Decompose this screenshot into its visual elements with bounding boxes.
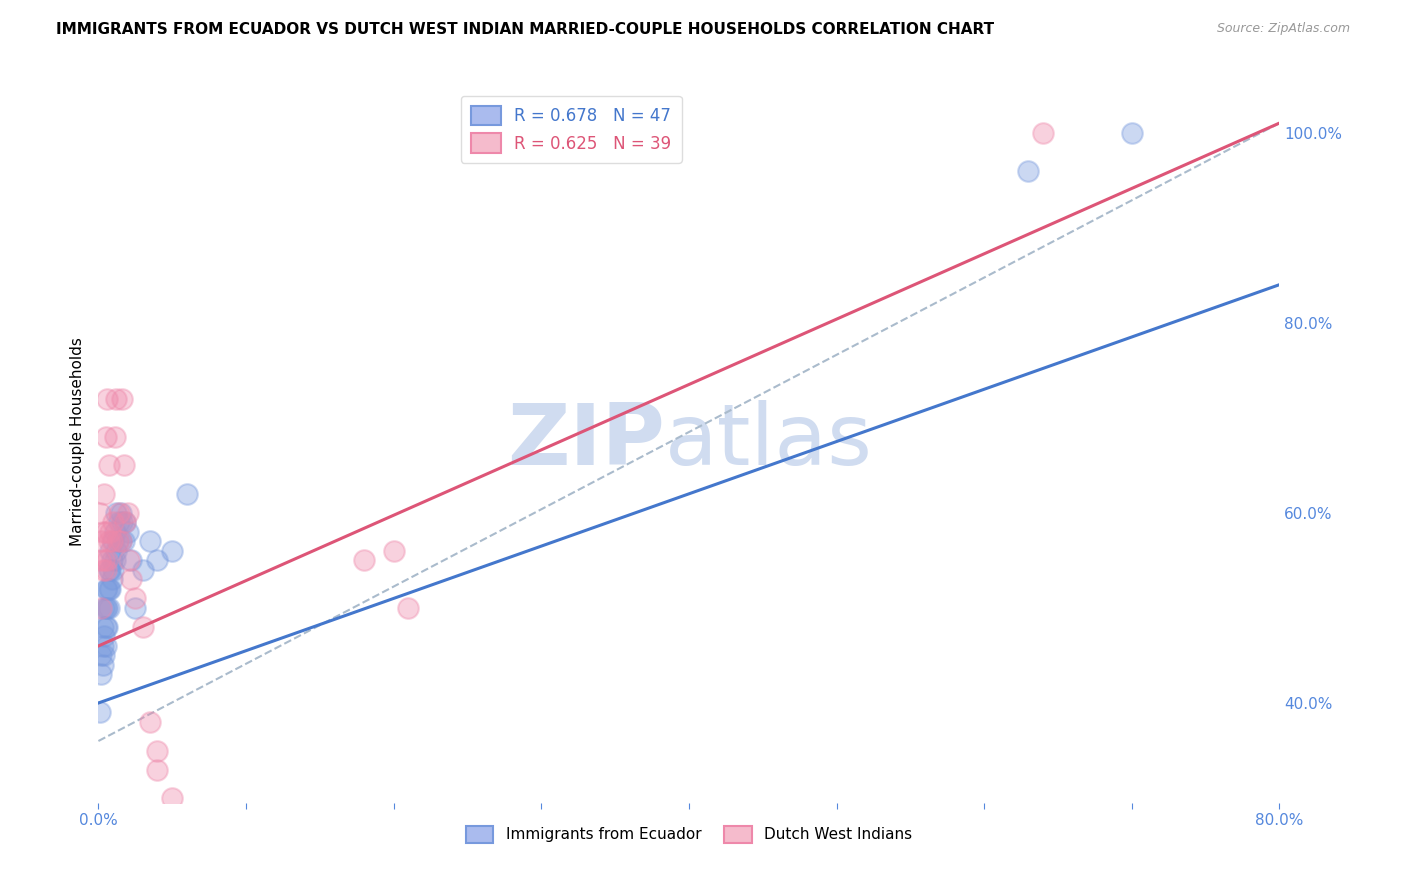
Point bbox=[91, 524, 114, 539]
Point bbox=[97, 601, 120, 615]
Point bbox=[117, 524, 139, 539]
Y-axis label: Married-couple Households: Married-couple Households bbox=[69, 337, 84, 546]
Point bbox=[97, 563, 120, 577]
Point bbox=[111, 392, 134, 406]
Point bbox=[114, 516, 136, 530]
Point bbox=[90, 601, 112, 615]
Point bbox=[139, 534, 162, 549]
Point bbox=[91, 657, 114, 672]
Point bbox=[120, 573, 142, 587]
Point bbox=[146, 743, 169, 757]
Point bbox=[94, 582, 117, 596]
Point bbox=[94, 524, 117, 539]
Point bbox=[97, 458, 120, 473]
Point bbox=[353, 553, 375, 567]
Point bbox=[108, 516, 131, 530]
Point bbox=[132, 563, 155, 577]
Point bbox=[1121, 126, 1143, 140]
Point bbox=[91, 620, 114, 634]
Point bbox=[93, 487, 115, 501]
Point bbox=[108, 506, 131, 520]
Point bbox=[96, 582, 118, 596]
Point bbox=[1032, 126, 1054, 140]
Point bbox=[100, 553, 122, 567]
Text: Source: ZipAtlas.com: Source: ZipAtlas.com bbox=[1216, 22, 1350, 36]
Point bbox=[104, 430, 127, 444]
Point bbox=[146, 763, 169, 777]
Point bbox=[98, 582, 121, 596]
Point bbox=[105, 544, 128, 558]
Point bbox=[105, 392, 128, 406]
Point bbox=[105, 506, 128, 520]
Point bbox=[104, 553, 127, 567]
Point bbox=[91, 639, 114, 653]
Point bbox=[94, 601, 117, 615]
Point bbox=[111, 516, 134, 530]
Point bbox=[117, 506, 139, 520]
Point bbox=[93, 553, 115, 567]
Point bbox=[98, 524, 121, 539]
Point bbox=[94, 620, 117, 634]
Point bbox=[103, 534, 125, 549]
Point bbox=[382, 544, 405, 558]
Point bbox=[93, 648, 115, 663]
Point bbox=[103, 563, 125, 577]
Point bbox=[90, 534, 112, 549]
Point bbox=[139, 714, 162, 729]
Point bbox=[162, 791, 183, 805]
Point bbox=[93, 601, 115, 615]
Point bbox=[112, 534, 135, 549]
Point bbox=[146, 553, 169, 567]
Point bbox=[103, 516, 125, 530]
Text: IMMIGRANTS FROM ECUADOR VS DUTCH WEST INDIAN MARRIED-COUPLE HOUSEHOLDS CORRELATI: IMMIGRANTS FROM ECUADOR VS DUTCH WEST IN… bbox=[56, 22, 994, 37]
Point bbox=[91, 563, 114, 577]
Point bbox=[120, 553, 142, 567]
Point bbox=[94, 430, 117, 444]
Point bbox=[398, 601, 420, 615]
Point bbox=[104, 524, 127, 539]
Point bbox=[94, 639, 117, 653]
Point bbox=[89, 506, 111, 520]
Point bbox=[110, 534, 132, 549]
Point bbox=[176, 487, 198, 501]
Point bbox=[89, 553, 111, 567]
Point bbox=[96, 601, 118, 615]
Point bbox=[94, 563, 117, 577]
Point bbox=[93, 629, 115, 643]
Point bbox=[100, 534, 122, 549]
Point bbox=[132, 620, 155, 634]
Point bbox=[98, 544, 121, 558]
Point bbox=[107, 534, 129, 549]
Point bbox=[112, 458, 135, 473]
Point bbox=[1018, 163, 1040, 178]
Point bbox=[124, 601, 146, 615]
Point bbox=[90, 648, 112, 663]
Legend: Immigrants from Ecuador, Dutch West Indians: Immigrants from Ecuador, Dutch West Indi… bbox=[460, 820, 918, 849]
Point bbox=[114, 516, 136, 530]
Point bbox=[96, 392, 118, 406]
Point bbox=[97, 582, 120, 596]
Point bbox=[98, 563, 121, 577]
Point bbox=[97, 534, 120, 549]
Point bbox=[110, 534, 132, 549]
Point bbox=[96, 620, 118, 634]
Text: atlas: atlas bbox=[665, 400, 873, 483]
Point bbox=[162, 544, 183, 558]
Point bbox=[100, 573, 122, 587]
Point bbox=[107, 534, 129, 549]
Point bbox=[124, 591, 146, 606]
Point bbox=[96, 553, 118, 567]
Point bbox=[89, 706, 111, 720]
Point bbox=[110, 506, 132, 520]
Point bbox=[118, 553, 141, 567]
Point bbox=[90, 667, 112, 681]
Text: ZIP: ZIP bbox=[508, 400, 665, 483]
